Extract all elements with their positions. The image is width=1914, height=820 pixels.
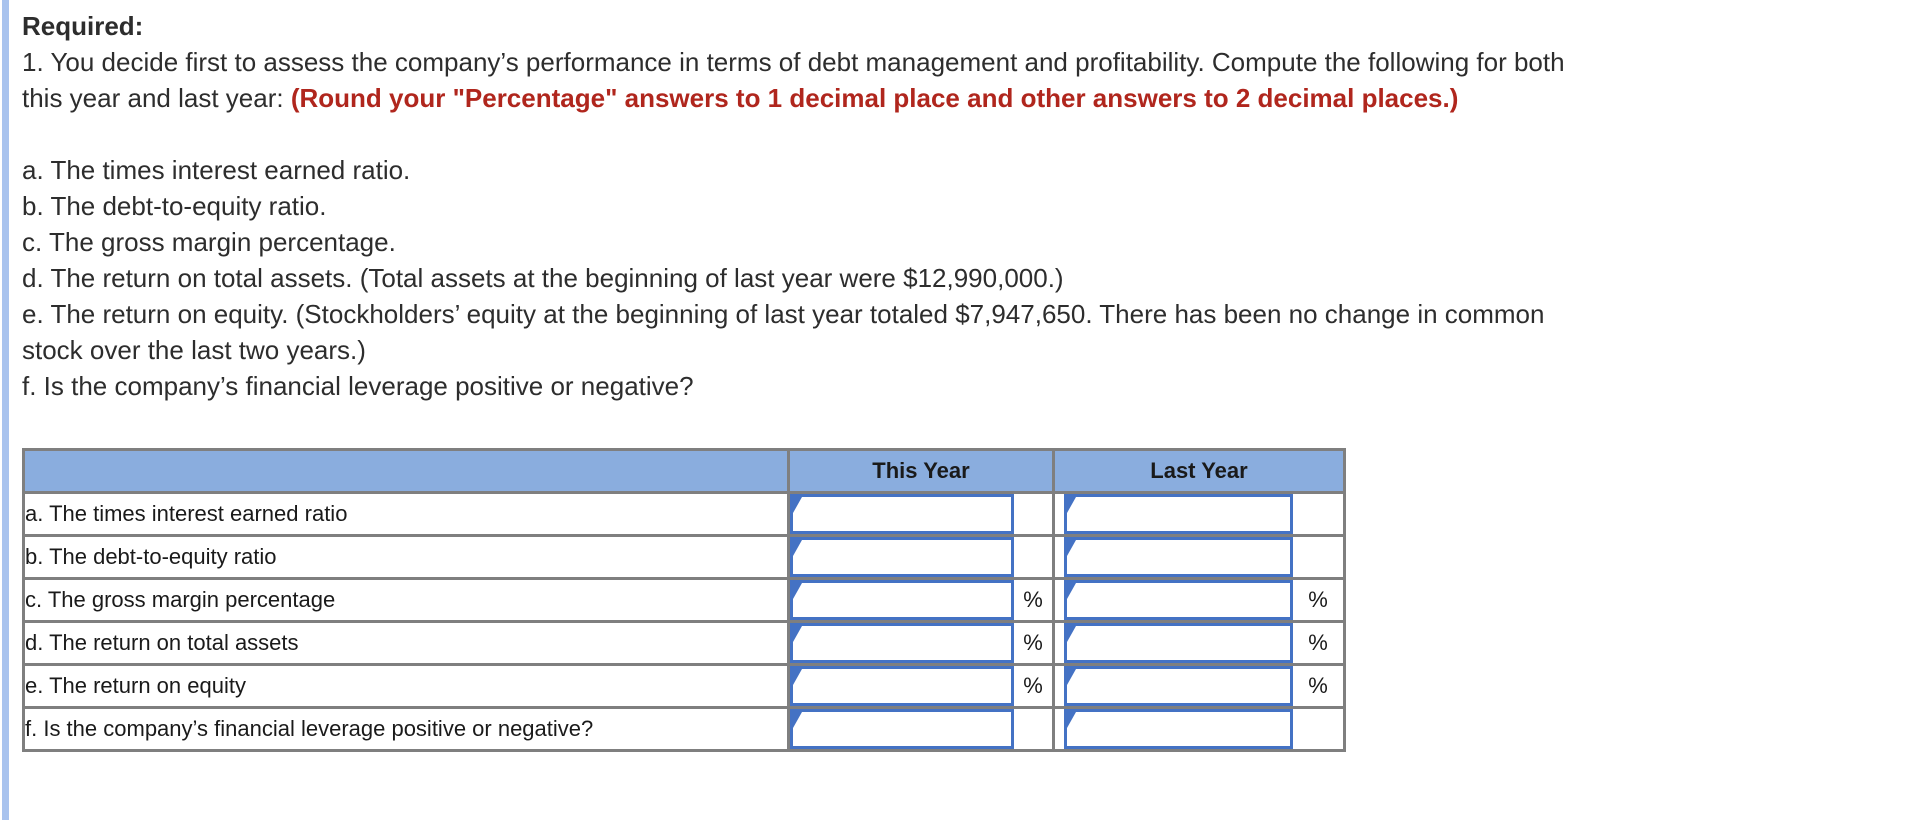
cell-marker-icon: [793, 583, 802, 599]
table-row-e: e. The return on equity % %: [22, 663, 1346, 709]
row-label: f. Is the company’s financial leverage p…: [22, 706, 790, 752]
answer-box[interactable]: [1064, 580, 1293, 620]
answer-box[interactable]: [790, 623, 1014, 663]
this-year-input[interactable]: [793, 540, 1011, 574]
this-year-input[interactable]: [793, 497, 1011, 531]
table-row-b: b. The debt-to-equity ratio: [22, 534, 1346, 580]
requirements-list: a. The times interest earned ratio. b. T…: [22, 152, 1914, 404]
cell-marker-icon: [1067, 712, 1076, 728]
answers-table: This Year Last Year a. The times interes…: [22, 448, 1346, 752]
cell-marker-icon: [1067, 583, 1076, 599]
percent-suffix-this-year: %: [1023, 630, 1043, 655]
cell-marker-icon: [1067, 497, 1076, 513]
header-last-year: Last Year: [1052, 448, 1346, 494]
requirement-item-a: a. The times interest earned ratio.: [22, 155, 411, 185]
last-year-input[interactable]: [1067, 669, 1290, 703]
answer-box[interactable]: [1064, 494, 1293, 534]
last-year-input[interactable]: [1067, 626, 1290, 660]
cell-marker-icon: [793, 540, 802, 556]
intro-line-2: this year and last year: (Round your "Pe…: [22, 80, 1914, 116]
row-label: d. The return on total assets: [22, 620, 790, 666]
header-this-year: This Year: [787, 448, 1055, 494]
requirement-item-d: d. The return on total assets. (Total as…: [22, 263, 1064, 293]
requirement-item-e-cont: stock over the last two years.): [22, 335, 366, 365]
last-year-input[interactable]: [1067, 497, 1290, 531]
last-year-input[interactable]: [1067, 583, 1290, 617]
cell-marker-icon: [1067, 540, 1076, 556]
percent-suffix-this-year: [1014, 494, 1052, 534]
answer-box[interactable]: [790, 709, 1014, 749]
answer-box[interactable]: [790, 580, 1014, 620]
answer-box[interactable]: [790, 494, 1014, 534]
percent-suffix-this-year: %: [1023, 673, 1043, 698]
cell-marker-icon: [793, 497, 802, 513]
row-label: a. The times interest earned ratio: [22, 491, 790, 537]
requirement-item-c: c. The gross margin percentage.: [22, 227, 396, 257]
required-heading: Required:: [22, 11, 144, 41]
row-label: c. The gross margin percentage: [22, 577, 790, 623]
left-accent-bar: [2, 0, 9, 820]
this-year-input[interactable]: [793, 712, 1011, 746]
cell-marker-icon: [793, 669, 802, 685]
cell-marker-icon: [793, 626, 802, 642]
answer-box[interactable]: [1064, 623, 1293, 663]
answer-box[interactable]: [1064, 666, 1293, 706]
cell-marker-icon: [793, 712, 802, 728]
answer-box[interactable]: [1064, 709, 1293, 749]
intro-line-2-text: this year and last year:: [22, 83, 291, 113]
percent-suffix-last-year: [1293, 537, 1343, 577]
answer-box[interactable]: [1064, 537, 1293, 577]
percent-suffix-this-year: [1014, 537, 1052, 577]
requirement-item-e: e. The return on equity. (Stockholders’ …: [22, 299, 1545, 329]
percent-suffix-last-year: %: [1308, 587, 1328, 612]
last-year-input[interactable]: [1067, 712, 1290, 746]
percent-suffix-last-year: %: [1308, 630, 1328, 655]
table-row-a: a. The times interest earned ratio: [22, 491, 1346, 537]
cell-marker-icon: [1067, 669, 1076, 685]
percent-suffix-this-year: [1014, 709, 1052, 749]
percent-suffix-this-year: %: [1023, 587, 1043, 612]
percent-suffix-last-year: %: [1308, 673, 1328, 698]
intro-line-1: 1. You decide first to assess the compan…: [22, 47, 1565, 77]
this-year-input[interactable]: [793, 583, 1011, 617]
requirement-item-b: b. The debt-to-equity ratio.: [22, 191, 327, 221]
last-year-input[interactable]: [1067, 540, 1290, 574]
this-year-input[interactable]: [793, 669, 1011, 703]
percent-suffix-last-year: [1293, 709, 1343, 749]
problem-statement: Required: 1. You decide first to assess …: [22, 11, 1914, 752]
header-blank-cell: [22, 448, 790, 494]
table-row-c: c. The gross margin percentage % %: [22, 577, 1346, 623]
percent-suffix-last-year: [1293, 494, 1343, 534]
table-row-f: f. Is the company’s financial leverage p…: [22, 706, 1346, 752]
rounding-instruction: (Round your "Percentage" answers to 1 de…: [290, 83, 1459, 113]
row-label: e. The return on equity: [22, 663, 790, 709]
this-year-input[interactable]: [793, 626, 1011, 660]
row-label: b. The debt-to-equity ratio: [22, 534, 790, 580]
answer-box[interactable]: [790, 666, 1014, 706]
answer-box[interactable]: [790, 537, 1014, 577]
cell-marker-icon: [1067, 626, 1076, 642]
table-row-d: d. The return on total assets % %: [22, 620, 1346, 666]
requirement-item-f: f. Is the company’s financial leverage p…: [22, 371, 694, 401]
table-header-row: This Year Last Year: [22, 448, 1346, 494]
